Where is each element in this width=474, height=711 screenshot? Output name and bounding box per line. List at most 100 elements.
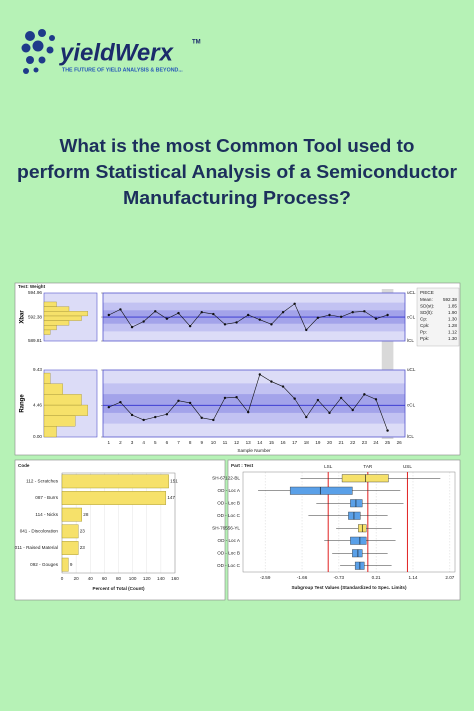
y-tick-label: OD - Loc B [217, 500, 240, 505]
x-tick-label: 18 [304, 440, 310, 445]
y-tick-label: 9.43 [33, 367, 42, 372]
spec-label: USL [403, 464, 412, 469]
x-tick-label: 22 [350, 440, 356, 445]
data-point [374, 317, 378, 320]
logo-icon [21, 29, 55, 74]
x-tick-label: 15 [269, 440, 275, 445]
data-point [200, 416, 203, 420]
bar [61, 474, 169, 489]
data-point [177, 311, 180, 315]
stats-box [416, 287, 460, 347]
x-tick-label: 120 [143, 576, 151, 581]
y-tick-label: SH-67122-BL [212, 475, 240, 480]
stat-value: 1.12 [448, 330, 457, 335]
limit-label: cCL [407, 314, 416, 319]
data-point [386, 313, 389, 317]
x-tick-label: 100 [129, 576, 137, 581]
data-point [339, 315, 343, 319]
data-point [107, 313, 111, 317]
y-axis-label: Xbar [20, 310, 26, 324]
x-tick-label: 10 [211, 440, 217, 445]
histogram-bar [43, 394, 82, 406]
data-point [363, 310, 366, 313]
stat-value: 592.38 [443, 297, 457, 302]
data-point [130, 325, 134, 329]
y-tick-label: 112 - Scratches [26, 479, 59, 484]
x-tick-label: 5 [154, 440, 157, 445]
data-point [316, 398, 320, 402]
x-tick-label: -1.66 [297, 575, 308, 580]
x-tick-label: 20 [327, 440, 333, 445]
stat-label: Ppk: [420, 336, 429, 341]
box [352, 549, 363, 558]
data-label: 23 [80, 545, 86, 550]
data-point [258, 318, 262, 321]
data-point [363, 393, 366, 396]
x-tick-label: 19 [315, 440, 321, 445]
y-tick-label: OD - Loc A [218, 538, 241, 543]
x-tick-label: 4 [142, 440, 145, 445]
y-tick-label: OD - Loc A [218, 488, 241, 493]
data-point [107, 405, 111, 409]
data-point [305, 415, 308, 419]
stat-value: 1.90 [448, 310, 457, 315]
y-tick-label: OD - Loc B [217, 550, 240, 555]
stat-label: Cp: [420, 317, 427, 322]
data-point [212, 418, 215, 422]
limit-label: lCL [407, 434, 414, 439]
stat-value: 1.28 [448, 323, 457, 328]
data-point [235, 321, 238, 324]
plot-border [61, 472, 176, 574]
histogram-bar [43, 306, 70, 312]
x-tick-label: 9 [200, 440, 203, 445]
data-point [154, 415, 157, 419]
box [289, 486, 353, 495]
data-point [165, 317, 169, 320]
stat-value: 1.85 [448, 304, 457, 309]
brand: yieldWerx [59, 39, 175, 66]
x-tick-label: 1 [108, 440, 111, 445]
x-tick-label: 2 [119, 440, 122, 445]
data-point [142, 320, 145, 323]
x-axis-label: Percent of Total (Count) [93, 586, 145, 591]
x-tick-label: 20 [74, 576, 80, 581]
histogram-bar [43, 320, 70, 326]
data-point [246, 410, 250, 414]
data-point [328, 411, 331, 415]
x-tick-label: 12 [234, 440, 240, 445]
data-point [293, 302, 296, 306]
data-point [119, 400, 122, 404]
data-point [270, 380, 273, 383]
stat-value: 1.30 [448, 317, 457, 322]
data-point [165, 413, 169, 416]
data-point [223, 323, 227, 326]
x-tick-label: 160 [171, 576, 179, 581]
data-point [235, 396, 238, 399]
x-tick-label: 2.07 [445, 575, 454, 580]
y-tick-label: OD - Loc C [217, 563, 241, 568]
data-point [328, 313, 331, 317]
y-tick-label: 589.81 [28, 338, 42, 343]
data-point [154, 310, 157, 313]
box-panel [227, 459, 461, 601]
data-label: 151 [170, 479, 178, 484]
x-tick-label: 11 [223, 440, 228, 445]
data-point [305, 328, 308, 332]
stat-value: 1.30 [448, 336, 457, 341]
data-point [200, 311, 203, 314]
plot-border [242, 471, 456, 573]
data-point [293, 397, 296, 400]
data-point [270, 323, 273, 326]
data-point [281, 311, 285, 314]
bar [61, 557, 69, 572]
data-point [351, 408, 354, 412]
limit-label: lCL [407, 338, 414, 343]
data-point [351, 311, 354, 314]
y-tick-label: SH-76556-YL [212, 525, 240, 530]
data-label: 9 [70, 562, 73, 567]
limit-label: uCL [407, 367, 416, 372]
x-tick-label: 80 [116, 576, 122, 581]
data-point [258, 373, 262, 376]
x-tick-label: 16 [280, 440, 286, 445]
histogram-bar [43, 372, 51, 384]
